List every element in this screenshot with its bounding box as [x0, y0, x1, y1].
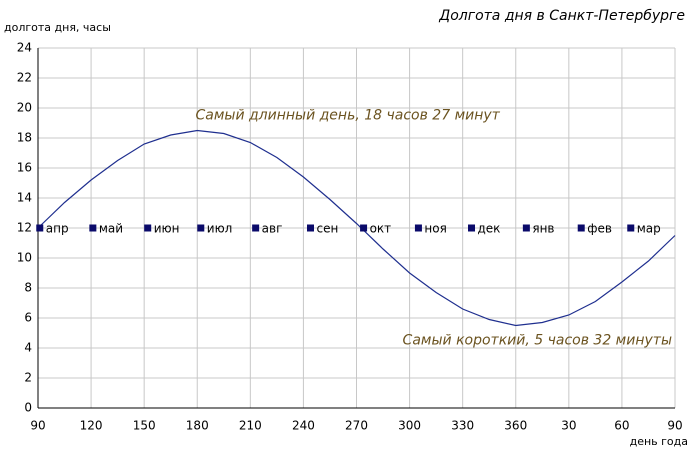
month-label: фев [587, 222, 612, 236]
month-label: апр [46, 222, 69, 236]
y-tick-label: 16 [17, 161, 32, 175]
month-label: июл [207, 222, 233, 236]
x-tick-label: 90 [667, 419, 682, 433]
month-marker [468, 224, 476, 232]
month-marker [144, 224, 152, 232]
month-label: май [99, 222, 123, 236]
month-marker [36, 224, 44, 232]
y-tick-label: 14 [17, 191, 32, 205]
x-tick-label: 300 [398, 419, 421, 433]
month-label: ноя [424, 222, 446, 236]
month-marker [306, 224, 314, 232]
x-tick-label: 360 [504, 419, 527, 433]
y-tick-label: 18 [17, 131, 32, 145]
month-label: мар [637, 222, 661, 236]
month-marker [522, 224, 530, 232]
x-axis-label: день года [630, 435, 688, 448]
x-tick-label: 90 [30, 419, 45, 433]
month-label: авг [262, 222, 283, 236]
y-tick-label: 6 [24, 311, 32, 325]
month-marker [627, 224, 635, 232]
y-tick-label: 0 [24, 401, 32, 415]
y-tick-label: 8 [24, 281, 32, 295]
x-tick-label: 240 [292, 419, 315, 433]
month-marker [577, 224, 585, 232]
y-tick-label: 4 [24, 341, 32, 355]
x-tick-label: 60 [614, 419, 629, 433]
month-marker [197, 224, 205, 232]
x-tick-label: 270 [345, 419, 368, 433]
month-label: сен [316, 222, 338, 236]
x-tick-label: 120 [80, 419, 103, 433]
x-tick-label: 30 [561, 419, 576, 433]
month-label: янв [532, 222, 554, 236]
annotation: Самый короткий, 5 часов 32 минуты [403, 333, 672, 349]
y-tick-label: 20 [17, 101, 32, 115]
chart-title: Долгота дня в Санкт-Петербурге [438, 8, 685, 24]
x-tick-label: 150 [133, 419, 156, 433]
day-length-line [37, 129, 676, 327]
month-marker [252, 224, 260, 232]
month-marker [89, 224, 97, 232]
month-label: июн [154, 222, 180, 236]
y-tick-label: 10 [17, 251, 32, 265]
month-marker [414, 224, 422, 232]
month-marker [360, 224, 368, 232]
annotation: Самый длинный день, 18 часов 27 минут [195, 108, 500, 124]
month-label: дек [478, 222, 501, 236]
y-tick-label: 2 [24, 371, 32, 385]
x-tick-label: 210 [239, 419, 262, 433]
y-tick-label: 24 [17, 41, 32, 55]
y-axis-label: долгота дня, часы [4, 21, 111, 34]
y-tick-label: 22 [17, 71, 32, 85]
x-tick-label: 330 [451, 419, 474, 433]
y-tick-label: 12 [17, 221, 32, 235]
x-tick-label: 180 [186, 419, 209, 433]
month-label: окт [370, 222, 392, 236]
